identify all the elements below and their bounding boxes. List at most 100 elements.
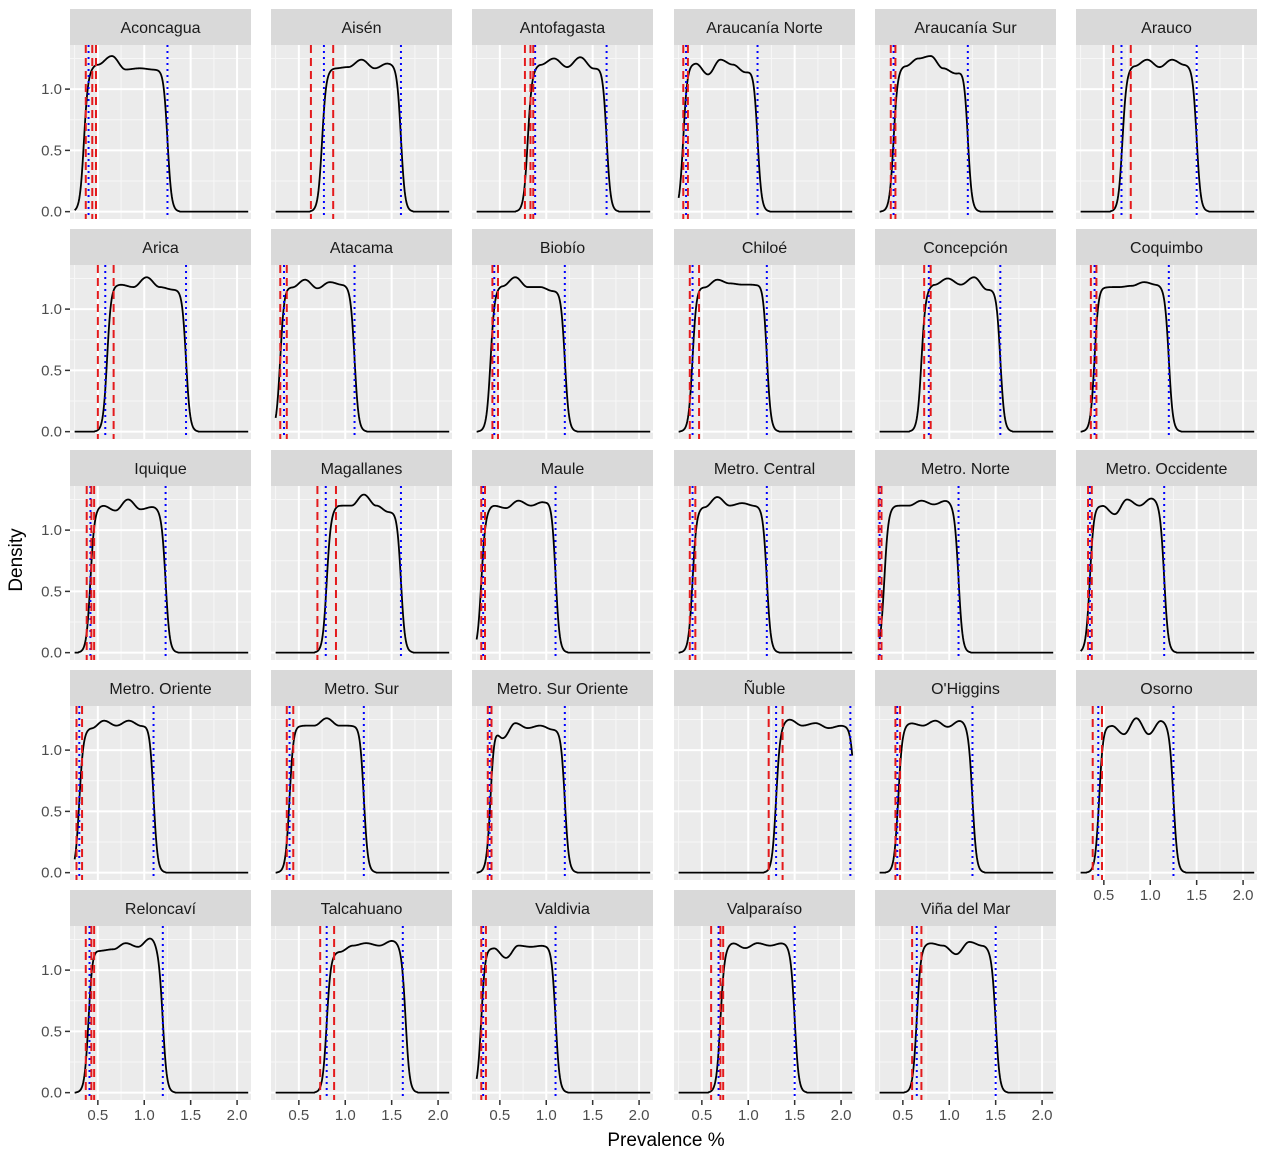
plot-background [271,706,452,880]
facet-panel: Concepción [875,229,1056,439]
y-axis: 0.0 0.5 1.0 [41,742,70,882]
x-tick-label: 2.0 [1032,1107,1053,1124]
panel-marks [275,706,450,880]
x-tick-label: 2.0 [227,1107,248,1124]
panel-marks [1080,265,1255,439]
plot-background [1076,265,1257,439]
panel-marks [274,265,450,439]
x-axis: 0.5 1.0 1.5 2.0 [288,1100,449,1124]
plot-background [271,45,452,219]
density-curve [677,58,853,213]
facet-panel: Ñuble [674,670,855,880]
facet-strip-label: Viña del Mar [921,901,1011,918]
y-tick-label: 1.0 [41,522,62,539]
facet-strip [1076,9,1257,45]
panel-marks [74,486,249,660]
facet-strip [875,229,1056,265]
facet-strip [875,670,1056,706]
facet-strip [271,229,452,265]
facet-panel: Metro. Oriente [70,670,251,880]
facet-panel: Maule [472,450,653,660]
panel-marks [879,706,1054,880]
x-tick-label: 0.5 [1093,887,1114,904]
density-curve [476,722,651,874]
facet-panel: Araucanía Norte [674,9,855,219]
facet-panel: Magallanes [271,450,452,660]
y-tick-label: 0.0 [41,424,62,441]
density-curve [879,719,1054,874]
plot-background [875,486,1056,660]
panel-marks [879,45,1054,219]
facet-panel: Talcahuano [271,890,452,1100]
facet-panel: Aconcagua [70,9,251,219]
facet-strip-label: Valparaíso [727,901,802,918]
facet-panel: Arica [70,229,251,439]
panel-marks [877,486,1054,660]
x-tick-label: 1.0 [536,1107,557,1124]
facet-panel: Metro. Norte [875,450,1056,660]
panel-marks [74,45,249,219]
facet-strip-label: Antofagasta [520,20,606,37]
facet-strip-label: Metro. Norte [921,461,1010,478]
bottom-axes-layer: 0.5 1.0 1.5 2.0 0.5 1.0 1.5 2.0 0.5 1.0 1.5 2.0 0.5 1… [87,880,1254,1124]
plot-background [1076,486,1257,660]
plot-background [1076,706,1257,880]
facet-strip [875,9,1056,45]
facet-panel: Metro. Sur [271,670,452,880]
panel-marks [476,706,651,880]
facet-panel: Metro. Occidente [1076,450,1257,660]
panel-marks [677,45,853,219]
facet-strip-label: Maule [541,461,585,478]
y-tick-label: 0.0 [41,204,62,221]
density-curve [74,55,249,213]
plot-background [875,265,1056,439]
x-axis: 0.5 1.0 1.5 2.0 [489,1100,650,1124]
x-tick-label: 1.5 [180,1107,201,1124]
x-tick-label: 0.5 [691,1107,712,1124]
density-curve [678,278,853,433]
facet-strip-label: Aconcagua [120,20,200,37]
plot-background [674,486,855,660]
x-tick-label: 2.0 [1233,887,1254,904]
plot-background [674,926,855,1100]
facet-strip-label: Chiloé [742,240,787,257]
facet-strip [472,450,653,486]
density-curve [879,55,1054,213]
facet-strip [1076,670,1257,706]
plot-background [472,706,653,880]
y-tick-label: 0.5 [41,803,62,820]
facet-panel: Biobío [472,229,653,439]
plot-background [1076,45,1257,219]
plot-background [472,265,653,439]
plot-background [70,486,251,660]
facet-strip-label: Coquimbo [1130,240,1203,257]
y-tick-label: 0.0 [41,1085,62,1102]
x-tick-label: 1.0 [738,1107,759,1124]
density-curve [475,499,651,654]
facet-strip [875,450,1056,486]
panel-marks [1080,45,1255,219]
y-axis: 0.0 0.5 1.0 [41,962,70,1102]
panel-marks [476,265,651,439]
y-axis: 0.0 0.5 1.0 [41,301,70,441]
density-curve [879,941,1054,1094]
y-tick-label: 0.0 [41,645,62,662]
facet-panel: Valdivia [472,890,653,1100]
facet-panel: Reloncaví [70,890,251,1100]
facet-strip [1076,450,1257,486]
facet-strip [472,9,653,45]
facet-strip-label: Iquique [134,461,187,478]
density-curve [74,498,249,654]
facet-panel: Osorno [1076,670,1257,880]
plot-background [70,265,251,439]
x-axis: 0.5 1.0 1.5 2.0 [1093,880,1254,904]
density-curve [476,276,651,433]
panel-marks [879,265,1054,439]
density-curve [1080,717,1255,874]
facet-strip-label: Magallanes [321,461,403,478]
x-tick-label: 1.5 [1186,887,1207,904]
x-tick-label: 1.0 [335,1107,356,1124]
density-curve [678,496,853,654]
facet-strip [674,229,855,265]
density-curve [274,278,450,433]
